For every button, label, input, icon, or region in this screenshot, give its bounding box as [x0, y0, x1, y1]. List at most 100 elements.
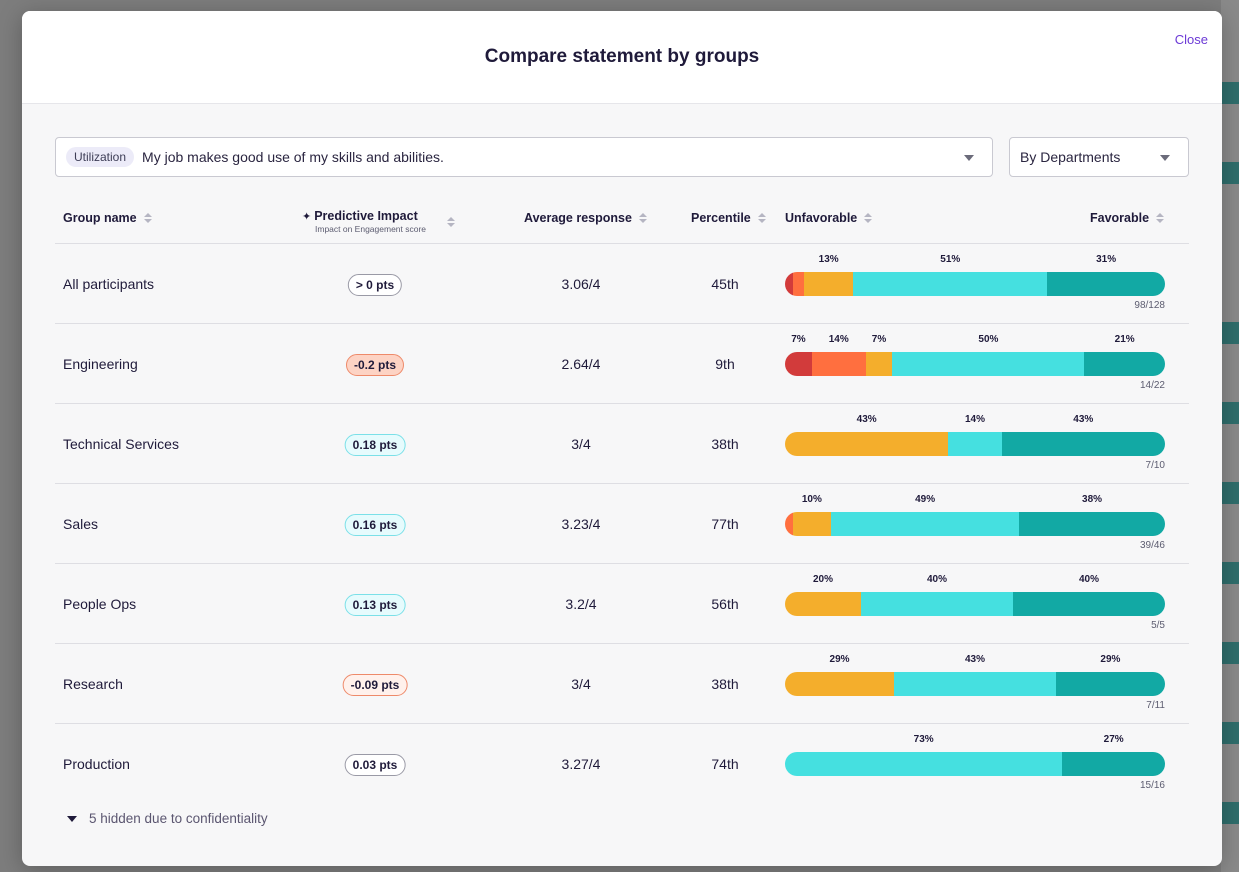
- col-unfavorable-label: Unfavorable: [785, 211, 858, 225]
- segment-label: 10%: [801, 494, 822, 505]
- sort-icon: [446, 217, 455, 227]
- impact-badge: > 0 pts: [347, 274, 403, 296]
- backdrop: [1221, 0, 1239, 872]
- col-group-name[interactable]: Group name: [63, 211, 152, 225]
- sort-icon: [1156, 213, 1165, 223]
- bar-segment: [1001, 432, 1165, 456]
- bar-segment: [831, 512, 1020, 536]
- bar-segment: [1019, 512, 1165, 536]
- bar-labels: 20% 40% 40%: [785, 574, 1165, 590]
- bar-segment: [892, 352, 1085, 376]
- table-row[interactable]: People Ops 0.13 pts 3.2/4 56th 20% 40% 40%…: [55, 564, 1189, 644]
- group-name: People Ops: [63, 596, 137, 612]
- statement-select[interactable]: Utilization My job makes good use of my …: [55, 137, 993, 177]
- average-response: 3.2/4: [565, 596, 597, 612]
- bar-labels: 73% 27%: [785, 734, 1165, 750]
- distribution-bar: 29% 43% 29% 7/11: [785, 654, 1165, 716]
- group-name: Research: [63, 676, 123, 692]
- segment-label: 7%: [791, 334, 806, 345]
- table-body: All participants > 0 pts 3.06/4 45th 13%…: [55, 244, 1189, 804]
- group-name: Production: [63, 756, 130, 772]
- stacked-bar: [785, 352, 1165, 376]
- bar-segment: [792, 512, 832, 536]
- response-count: 39/46: [1139, 540, 1165, 551]
- stacked-bar: [785, 432, 1165, 456]
- table-row[interactable]: Research -0.09 pts 3/4 38th 29% 43% 29% 7/1…: [55, 644, 1189, 724]
- col-average-response[interactable]: Average response: [524, 211, 647, 225]
- group-by-select[interactable]: By Departments: [1009, 137, 1189, 177]
- table-row[interactable]: All participants > 0 pts 3.06/4 45th 13%…: [55, 244, 1189, 324]
- table-row[interactable]: Engineering -0.2 pts 2.64/4 9th 7% 14% 7% 5…: [55, 324, 1189, 404]
- segment-label: 27%: [1103, 734, 1124, 745]
- group-by-value: By Departments: [1020, 149, 1121, 165]
- percentile: 38th: [711, 676, 739, 692]
- bar-segment: [1013, 592, 1165, 616]
- bar-labels: 43% 14% 43%: [785, 414, 1165, 430]
- segment-label: 14%: [828, 334, 849, 345]
- col-favorable-label: Favorable: [1090, 211, 1150, 225]
- sort-icon: [638, 213, 647, 223]
- col-percentile-label: Percentile: [691, 211, 751, 225]
- bar-segment: [1047, 272, 1165, 296]
- segment-label: 40%: [1078, 574, 1100, 585]
- response-count: 98/128: [1134, 300, 1165, 311]
- group-name: Sales: [63, 516, 99, 532]
- filter-row: Utilization My job makes good use of my …: [55, 137, 1189, 177]
- response-count: 7/11: [1146, 700, 1165, 711]
- group-name: All participants: [63, 276, 155, 292]
- bar-segment: [1055, 672, 1165, 696]
- segment-label: 7%: [871, 334, 887, 345]
- segment-label: 73%: [913, 734, 934, 745]
- bar-labels: 29% 43% 29%: [785, 654, 1165, 670]
- average-response: 3.06/4: [561, 276, 601, 292]
- segment-label: 29%: [829, 654, 850, 665]
- distribution-bar: 73% 27% 15/16: [785, 734, 1165, 796]
- impact-badge: -0.2 pts: [345, 354, 405, 376]
- col-predictive-impact[interactable]: ✦ Predictive Impact: [302, 205, 455, 227]
- bar-segment: [894, 672, 1056, 696]
- close-button[interactable]: Close: [1174, 32, 1208, 47]
- bar-segment: [785, 432, 949, 456]
- col-group-name-label: Group name: [63, 211, 137, 225]
- col-unfavorable[interactable]: Unfavorable: [785, 211, 873, 225]
- distribution-bar: 10% 49% 38% 39/46: [785, 494, 1165, 556]
- impact-badge: 0.16 pts: [344, 514, 406, 536]
- statement-text: My job makes good use of my skills and a…: [142, 149, 444, 165]
- chevron-down-icon: [964, 155, 974, 161]
- bar-labels: 13% 51% 31%: [785, 254, 1165, 270]
- bar-segment: [861, 592, 1013, 616]
- percentile: 74th: [711, 756, 739, 772]
- impact-badge: 0.13 pts: [344, 594, 406, 616]
- bar-segment: [785, 512, 793, 536]
- segment-label: 20%: [812, 574, 834, 585]
- segment-label: 21%: [1114, 334, 1135, 345]
- response-count: 5/5: [1151, 620, 1165, 631]
- average-response: 3.27/4: [561, 756, 601, 772]
- stacked-bar: [785, 512, 1165, 536]
- table-row[interactable]: Sales 0.16 pts 3.23/4 77th 10% 49% 38% 39/4…: [55, 484, 1189, 564]
- sort-icon: [143, 213, 152, 223]
- bar-segment: [803, 272, 854, 296]
- bar-labels: 10% 49% 38%: [785, 494, 1165, 510]
- hidden-groups-toggle[interactable]: 5 hidden due to confidentiality: [67, 811, 268, 826]
- distribution-bar: 20% 40% 40% 5/5: [785, 574, 1165, 636]
- bar-segment: [785, 352, 812, 376]
- col-predictive-impact-sub: Impact on Engagement score: [315, 224, 427, 234]
- segment-label: 43%: [1073, 414, 1094, 425]
- distribution-bar: 43% 14% 43% 7/10: [785, 414, 1165, 476]
- col-favorable[interactable]: Favorable: [1090, 211, 1165, 225]
- col-average-response-label: Average response: [524, 211, 632, 225]
- bar-segment: [1084, 352, 1165, 376]
- stacked-bar: [785, 592, 1165, 616]
- col-percentile[interactable]: Percentile: [691, 211, 766, 225]
- modal-title: Compare statement by groups: [484, 46, 760, 67]
- sparkle-icon: ✦: [302, 210, 312, 223]
- percentile: 77th: [711, 516, 739, 532]
- caret-down-icon: [67, 815, 77, 822]
- table-row[interactable]: Technical Services 0.18 pts 3/4 38th 43%…: [55, 404, 1189, 484]
- category-chip: Utilization: [66, 147, 135, 167]
- table-row[interactable]: Production 0.03 pts 3.27/4 74th 73% 27% 15…: [55, 724, 1189, 804]
- average-response: 3/4: [571, 436, 591, 452]
- bar-segment: [792, 272, 804, 296]
- bar-segment: [785, 752, 1063, 776]
